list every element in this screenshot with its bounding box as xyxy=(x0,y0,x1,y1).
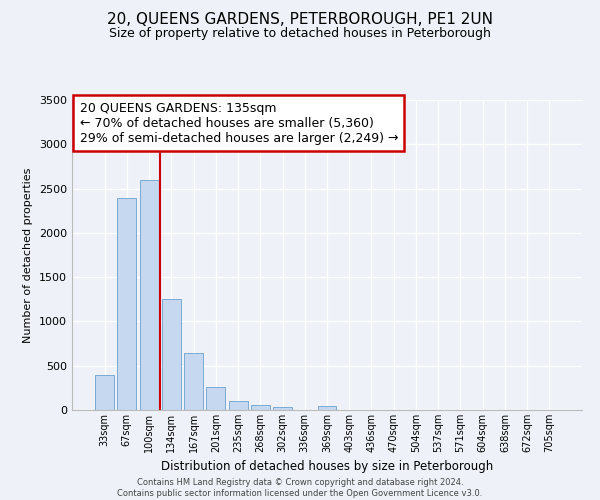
Bar xyxy=(118,198,136,410)
Bar xyxy=(95,376,114,410)
Y-axis label: Number of detached properties: Number of detached properties xyxy=(23,168,34,342)
Bar xyxy=(140,180,158,410)
Bar xyxy=(184,354,203,410)
Bar xyxy=(229,401,248,410)
X-axis label: Distribution of detached houses by size in Peterborough: Distribution of detached houses by size … xyxy=(161,460,493,473)
Bar xyxy=(251,405,270,410)
Bar xyxy=(206,387,225,410)
Text: Contains HM Land Registry data © Crown copyright and database right 2024.
Contai: Contains HM Land Registry data © Crown c… xyxy=(118,478,482,498)
Bar xyxy=(317,406,337,410)
Bar xyxy=(273,408,292,410)
Text: Size of property relative to detached houses in Peterborough: Size of property relative to detached ho… xyxy=(109,28,491,40)
Bar xyxy=(162,300,181,410)
Text: 20 QUEENS GARDENS: 135sqm
← 70% of detached houses are smaller (5,360)
29% of se: 20 QUEENS GARDENS: 135sqm ← 70% of detac… xyxy=(80,102,398,144)
Text: 20, QUEENS GARDENS, PETERBOROUGH, PE1 2UN: 20, QUEENS GARDENS, PETERBOROUGH, PE1 2U… xyxy=(107,12,493,28)
